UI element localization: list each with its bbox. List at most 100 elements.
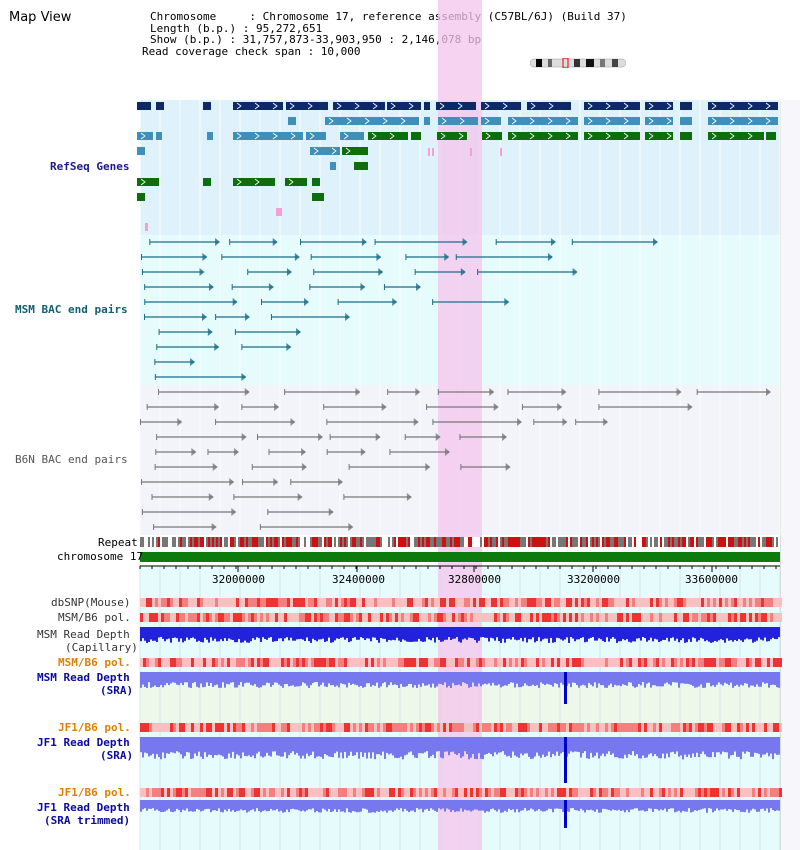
jf1-sra-trimmed-depth-bar (464, 800, 466, 810)
b6n-bac-pair-end (502, 433, 508, 441)
jf1-sra-trimmed-depth-bar (568, 800, 570, 812)
msm-capillary-depth-bar (680, 627, 682, 641)
jf1-depth-label-2[interactable]: (SRA) (100, 749, 134, 762)
jf1-sra-depth-bar (206, 737, 208, 757)
jf1-sra-depth-bar (646, 737, 648, 758)
jf1-b6-pol-density (209, 723, 212, 732)
jf1-sra-depth-bar (476, 737, 478, 760)
b6n-bac-pair-end (517, 418, 523, 426)
msm-sra-depth-bar (756, 672, 758, 685)
msm-b6-pol-density (527, 658, 530, 667)
msm-b6-pol-density (374, 658, 377, 667)
repeat-element (730, 537, 732, 547)
dbsnp-density (320, 598, 323, 607)
repeat-element (562, 537, 564, 547)
jf1-sra-depth-bar (448, 737, 450, 756)
jf1-b6-pol-density (356, 788, 359, 797)
jf1-sra-trimmed-depth-bar (534, 800, 536, 812)
msm-sra-depth-bar (538, 672, 540, 688)
jf1-b6-pol-density (413, 788, 416, 797)
msm-sra-depth-bar (582, 672, 584, 685)
repeat-element (648, 537, 650, 547)
jf1-b6-pol-density (296, 723, 299, 732)
repeat-element (722, 537, 724, 547)
repeat-track-label[interactable]: Repeat (98, 536, 138, 549)
msm-depth-sra-label-2[interactable]: (SRA) (100, 684, 134, 697)
dbsnp-density (773, 598, 776, 607)
msm-b6-pol-label-1[interactable]: MSM/B6 pol. (58, 611, 131, 624)
msm-sra-depth-bar (324, 672, 326, 687)
repeat-element (194, 537, 196, 547)
msm-capillary-depth-bar (336, 627, 338, 639)
dbsnp-density (767, 598, 770, 607)
jf1-depth-label-1[interactable]: JF1 Read Depth (37, 736, 130, 749)
jf1-sra-trimmed-depth-bar (238, 800, 240, 811)
jf1-b6-pol-density (488, 788, 491, 797)
dbsnp-density (284, 598, 287, 607)
jf1-sra-trimmed-depth-bar (704, 800, 706, 809)
repeat-element (768, 537, 770, 547)
repeat-element (230, 537, 232, 547)
dbsnp-density (731, 598, 734, 607)
repeat-element (360, 537, 362, 547)
msm-sra-depth-bar (522, 672, 524, 687)
gene-feature (766, 132, 776, 140)
msm-capillary-depth-bar (278, 627, 280, 639)
repeat-element (482, 537, 484, 547)
jf1-b6-pol-label-2[interactable]: JF1/B6 pol. (58, 786, 131, 799)
msm-b6-pol-density (557, 613, 560, 622)
jf1-depth-trim-label-1[interactable]: JF1 Read Depth (37, 801, 130, 814)
jf1-b6-pol-density (662, 788, 665, 797)
repeat-element (176, 537, 178, 547)
jf1-sra-trimmed-depth-bar (672, 800, 674, 809)
jf1-sra-trimmed-depth-bar (644, 800, 646, 812)
msm-b6-pol-density (569, 658, 572, 667)
jf1-sra-depth-bar (714, 737, 716, 758)
msm-capillary-depth-bar (206, 627, 208, 640)
jf1-b6-pol-density (578, 723, 581, 732)
jf1-depth-trim-label-2[interactable]: (SRA trimmed) (44, 814, 131, 827)
repeat-element (430, 537, 432, 547)
jf1-sra-depth-bar (716, 737, 718, 753)
msm-b6-pol-label-2[interactable]: MSM/B6 pol. (58, 656, 131, 669)
msm-depth-capillary-label-2[interactable]: (Capillary) (65, 641, 138, 654)
b6n-bac-track-label[interactable]: B6N BAC end pairs (15, 453, 128, 466)
jf1-b6-pol-density (515, 723, 518, 732)
msm-capillary-depth-bar (640, 627, 642, 641)
repeat-element (704, 537, 706, 547)
dbsnp-density (659, 598, 662, 607)
msm-sra-depth-bar (680, 672, 682, 684)
msm-sra-depth-bar (224, 672, 226, 688)
refseq-track-label[interactable]: RefSeq Genes (50, 160, 130, 173)
msm-sra-depth-bar (364, 672, 366, 687)
jf1-b6-pol-density (152, 723, 155, 732)
msm-b6-pol-density (473, 658, 476, 667)
msm-b6-pol-density (452, 658, 455, 667)
chromosome-track-label[interactable]: chromosome 17 (57, 550, 144, 563)
repeat-element (186, 537, 188, 547)
jf1-b6-pol-density (245, 788, 248, 797)
jf1-b6-pol-label-1[interactable]: JF1/B6 pol. (58, 721, 131, 734)
b6n-bac-pair-end (355, 388, 361, 396)
msm-bac-track-label[interactable]: MSM BAC end pairs (15, 303, 128, 316)
msm-depth-capillary-label-1[interactable]: MSM Read Depth (37, 628, 130, 641)
jf1-b6-pol-density (641, 723, 644, 732)
msm-depth-sra-label-1[interactable]: MSM Read Depth (37, 671, 130, 684)
gene-feature (207, 132, 213, 140)
jf1-b6-pol-density (530, 788, 533, 797)
msm-capillary-depth-bar (262, 627, 264, 638)
jf1-b6-pol-density (227, 723, 230, 732)
jf1-sra-trimmed-depth-bar (650, 800, 652, 809)
dbsnp-density (602, 598, 605, 607)
dbsnp-density (590, 598, 593, 607)
dbsnp-track-label[interactable]: dbSNP(Mouse) (51, 596, 131, 609)
repeat-element (620, 537, 622, 547)
strand-arrow (254, 178, 260, 186)
msm-sra-depth-bar (238, 672, 240, 686)
repeat-element (550, 537, 552, 547)
jf1-sra-depth-bar (454, 737, 456, 754)
msm-b6-pol-density (362, 613, 365, 622)
jf1-b6-pol-density (425, 788, 428, 797)
repeat-element (364, 537, 366, 547)
